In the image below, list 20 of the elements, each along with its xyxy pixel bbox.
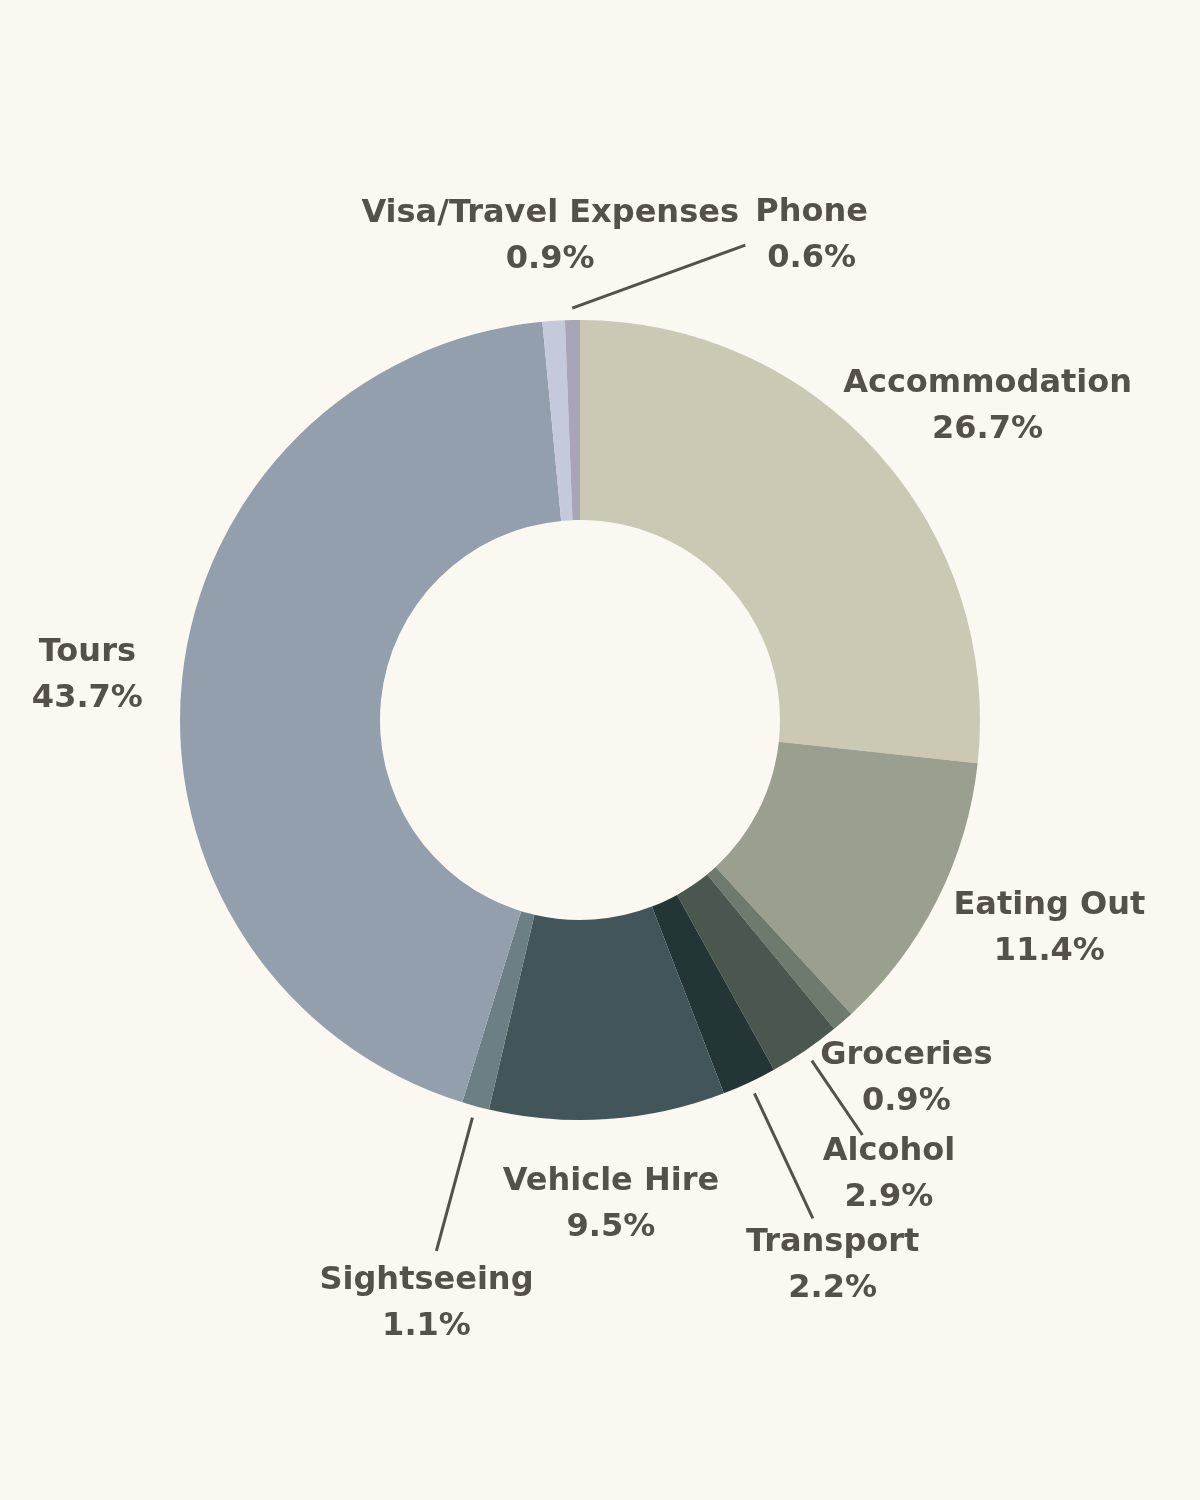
- data-label: 43.7%: [31, 676, 143, 715]
- data-label: 1.1%: [382, 1304, 471, 1343]
- data-label: 26.7%: [932, 408, 1044, 447]
- data-label: 11.4%: [993, 929, 1105, 968]
- slice-label: Tours: [38, 630, 136, 669]
- data-label: 0.9%: [861, 1079, 951, 1118]
- slice-label: Eating Out: [953, 883, 1146, 922]
- slice-label: Visa/Travel Expenses: [361, 192, 739, 231]
- slice-label: Phone: [755, 191, 869, 230]
- slice-label: Accommodation: [843, 362, 1133, 401]
- slice-label: Groceries: [820, 1033, 993, 1072]
- slice-label: Alcohol: [822, 1130, 956, 1169]
- data-label: 0.6%: [767, 237, 857, 276]
- slice-label: Vehicle Hire: [502, 1160, 720, 1199]
- data-label: 2.2%: [788, 1266, 877, 1305]
- slice-label: Sightseeing: [319, 1258, 534, 1297]
- data-label: 9.5%: [566, 1206, 656, 1245]
- data-label: 2.9%: [844, 1176, 934, 1215]
- data-label: 0.9%: [505, 238, 595, 277]
- slice-label: Transport: [745, 1220, 920, 1259]
